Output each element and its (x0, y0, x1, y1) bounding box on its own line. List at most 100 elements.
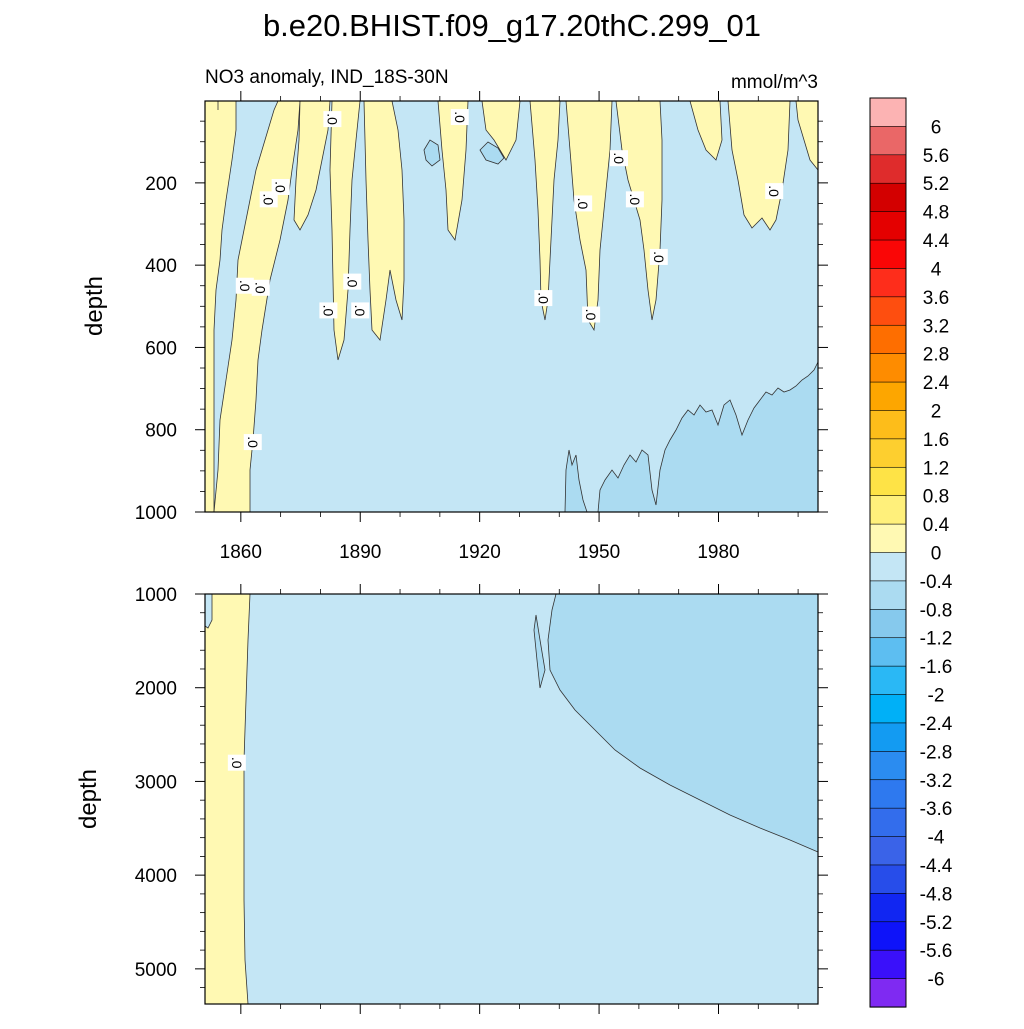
contour-label-text: .0 (766, 185, 782, 197)
contour-label-bg (259, 191, 278, 208)
colorbar-box (869, 126, 907, 156)
colorbar-box (869, 694, 907, 724)
colorbar-label: 5.2 (923, 174, 949, 195)
contour-label: .0 (574, 195, 593, 212)
contour-label-text: .0 (320, 305, 336, 317)
top-negative-island-a (423, 139, 441, 167)
chart-subtitle-left: NO3 anomaly, IND_18S-30N (205, 67, 449, 88)
bottom-ytick-label: 5000 (135, 960, 177, 981)
contour-label: .0 (259, 191, 278, 208)
contour-label-bg (235, 277, 254, 294)
top-axes: 200 400 600 800 1000 1860 1890 1920 1950 1980 (135, 91, 828, 563)
colorbar-label: -2 (928, 686, 945, 707)
colorbar-box (869, 921, 907, 951)
colorbar-box (869, 893, 907, 923)
colorbar-label: -1.2 (920, 629, 953, 650)
contour-label-bg (227, 754, 246, 771)
contour-label-bg (534, 290, 553, 307)
contour-label: .0 (235, 277, 254, 294)
contour-label: .0 (351, 302, 370, 319)
contour-label: .0 (243, 434, 262, 451)
colorbar-label: -3.2 (920, 771, 953, 792)
colorbar-label: -5.6 (920, 941, 953, 962)
colorbar-box (869, 949, 907, 980)
colorbar-label: -3.6 (920, 799, 953, 820)
contour-label-bg (243, 434, 262, 451)
colorbar-box (869, 552, 907, 582)
colorbar-label: -5.2 (920, 913, 953, 934)
top-xtick-label: 1860 (220, 542, 262, 563)
contour-label: .0 (534, 290, 553, 307)
contour-label: .0 (323, 111, 342, 128)
colorbar-label: -0.4 (920, 572, 953, 593)
colorbar-box (869, 410, 907, 440)
contour-label-text: .0 (627, 193, 643, 205)
colorbar-label: 0.4 (923, 515, 950, 536)
colorbar-label: -4 (928, 828, 945, 849)
colorbar-label: 3.6 (923, 288, 949, 309)
colorbar-box (869, 779, 907, 809)
colorbar-box (869, 722, 907, 752)
contour-label-text: .0 (575, 198, 591, 210)
bottom-contour-labels: .0 (227, 754, 246, 771)
top-ytick-label: 600 (145, 338, 177, 359)
bottom-negative-sliver (533, 614, 546, 689)
colorbar-box (869, 381, 907, 412)
colorbar-box (869, 97, 907, 128)
top-positive-column-d (363, 100, 405, 341)
contour-label-bg (582, 306, 601, 323)
colorbar-label: -1.6 (920, 657, 953, 678)
contour-label-bg (649, 248, 668, 265)
colorbar-box (869, 580, 907, 610)
colorbar-box (869, 807, 907, 838)
top-negative-region (564, 449, 588, 513)
colorbar-label: 6 (931, 117, 942, 138)
colorbar-label: -4.8 (920, 884, 953, 905)
bottom-panel: .0 1000 2000 3000 4000 5000 depth (75, 584, 828, 1014)
contour-label-bg (351, 302, 370, 319)
contour-label-bg (251, 279, 270, 296)
colorbar-box (869, 978, 907, 1008)
contour-label-text: .0 (253, 282, 269, 294)
colorbar-label: 0.8 (923, 487, 949, 508)
colorbar-label: -6 (928, 970, 945, 991)
colorbar-label: -4.4 (920, 856, 953, 877)
colorbar-frame (869, 97, 907, 1008)
contour-label: .0 (625, 191, 644, 208)
bottom-positive-gap (204, 593, 213, 629)
top-xtick-label: 1890 (339, 542, 381, 563)
colorbar-label: 1.6 (923, 430, 949, 451)
top-negative-region-2 (597, 361, 819, 513)
colorbar-box (869, 751, 907, 781)
contour-label: .0 (450, 109, 469, 126)
bottom-axes: 1000 2000 3000 4000 5000 (135, 584, 828, 1014)
contour-label: .0 (251, 279, 270, 296)
contour-label-bg (609, 150, 628, 167)
colorbar: 6 5.6 5.2 4.8 4.4 4 3.6 3.2 2.8 2.4 2 1.6 1.2 0.8 0.4 0… (869, 97, 953, 1008)
contour-label-text: .0 (583, 309, 599, 321)
top-positive-column-h (565, 100, 613, 332)
contour-label: .0 (609, 150, 628, 167)
top-panel: .0.0.0.0.0.0.0.0.0.0.0.0.0.0.0.0.0 20040… (81, 91, 828, 563)
top-negative-island-b (479, 141, 505, 165)
colorbar-label: 4.8 (923, 203, 949, 224)
contour-label-text: .0 (611, 152, 627, 164)
colorbar-label: 2.8 (923, 345, 949, 366)
contour-label-bg (625, 191, 644, 208)
top-ytick-label: 800 (145, 421, 177, 442)
contour-label-bg (323, 111, 342, 128)
colorbar-box (869, 637, 907, 667)
contour-label: .0 (649, 248, 668, 265)
bottom-panel-frame (204, 593, 819, 1005)
colorbar-box (869, 268, 907, 298)
colorbar-box (869, 665, 907, 696)
contour-label-bg (765, 183, 784, 200)
colorbar-label: 5.6 (923, 146, 949, 167)
contour-label-bg (450, 109, 469, 126)
contour-label-text: .0 (344, 276, 360, 288)
colorbar-label: 1.2 (923, 458, 949, 479)
colorbar-box (869, 211, 907, 241)
contour-label-text: .0 (229, 757, 245, 769)
top-xtick-label: 1920 (459, 542, 501, 563)
